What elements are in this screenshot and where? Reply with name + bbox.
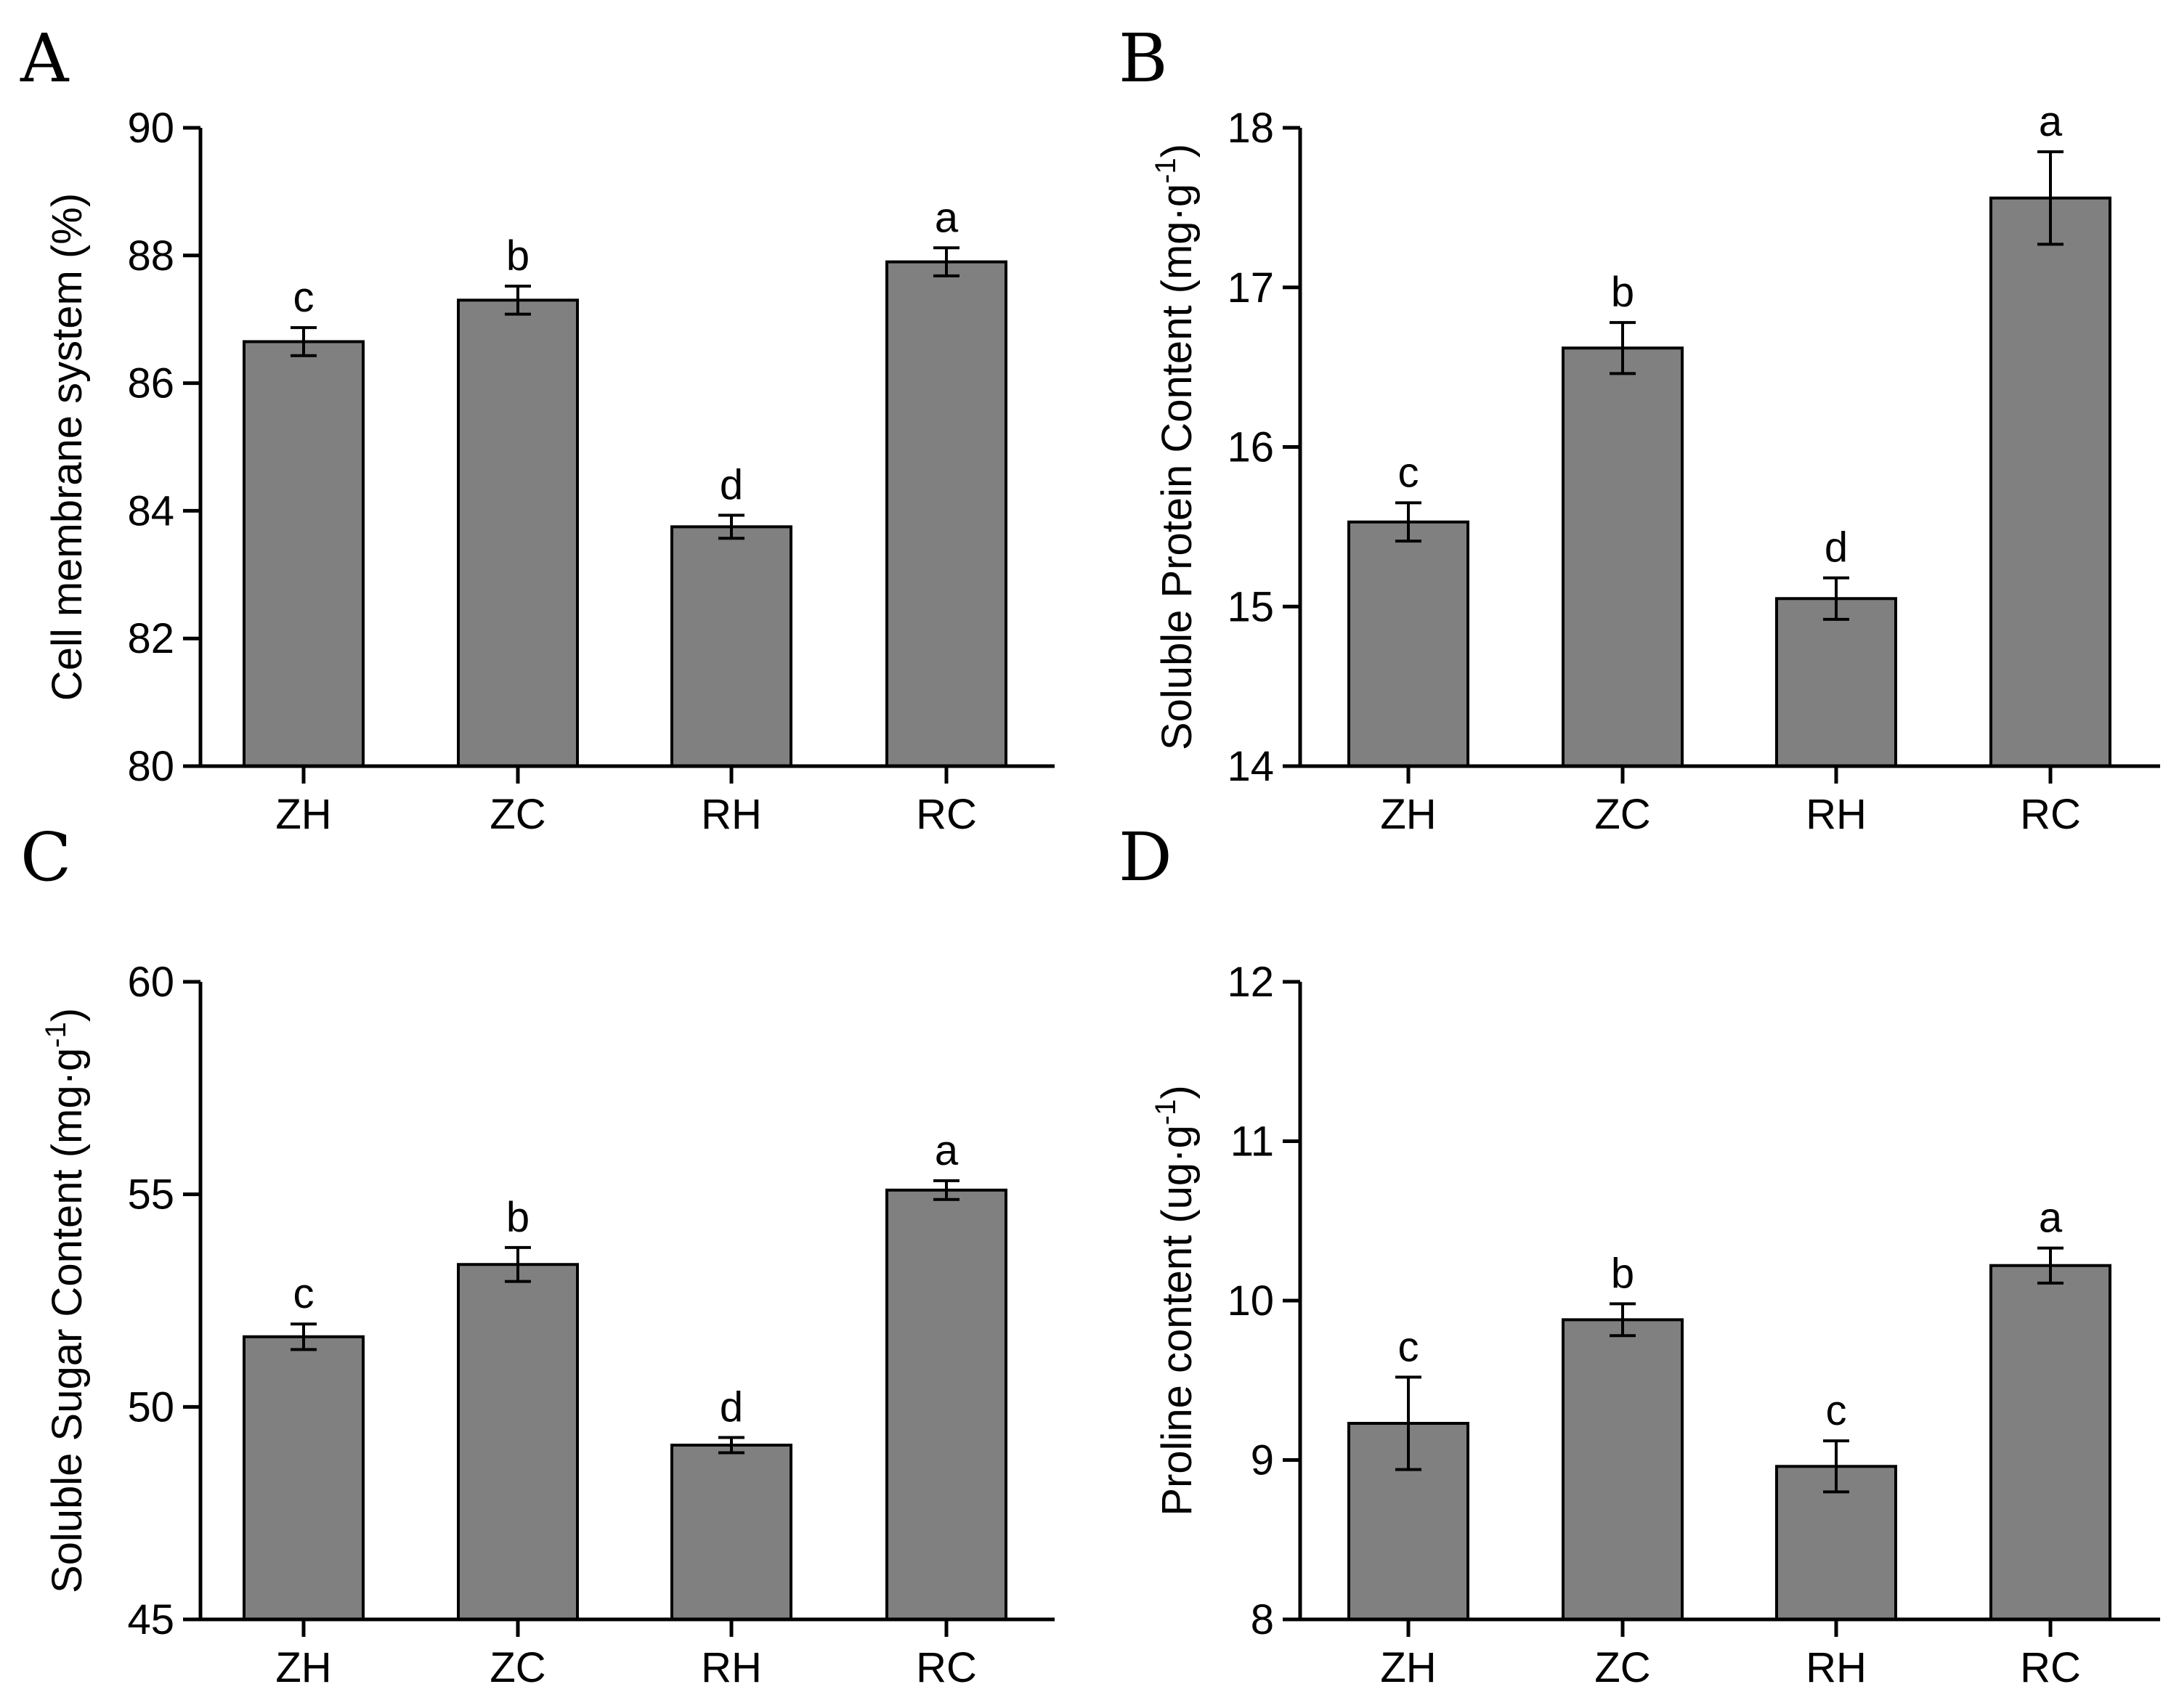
bar-ZC [457, 1263, 579, 1622]
bar-RH [670, 525, 792, 768]
bar-ZH [243, 340, 365, 768]
x-tick-label: ZH [1380, 1644, 1436, 1691]
y-axis-label: Soluble Sugar Content (mg·g-1) [40, 1008, 91, 1593]
bar-RC [1989, 1264, 2111, 1621]
y-axis-label: Proline content (ug·g-1) [1150, 1085, 1201, 1516]
x-tick-label: RC [2020, 791, 2081, 838]
x-tick-label: RH [701, 791, 762, 838]
y-tick-label: 50 [127, 1383, 174, 1431]
y-tick-label: 88 [127, 232, 174, 280]
y-tick-label: 17 [1227, 264, 1274, 312]
error-bar [933, 1179, 959, 1201]
error-bar [1395, 501, 1421, 543]
y-tick-label: 16 [1227, 424, 1274, 471]
y-tick-label: 80 [127, 743, 174, 790]
bar-ZC [457, 298, 579, 768]
panel-D: Dc ZH b ZC c RH a RC 8 9 10 11 12 Proline content (ug… [1119, 818, 2160, 1691]
significance-label: c [293, 274, 315, 321]
significance-label: d [720, 1383, 743, 1431]
bar-ZC [1562, 1318, 1684, 1621]
x-tick-label: RH [701, 1644, 762, 1691]
x-tick-label: RC [916, 791, 977, 838]
error-bar [505, 284, 531, 316]
y-tick-label: 9 [1251, 1437, 1274, 1484]
y-tick-label: 55 [127, 1171, 174, 1219]
x-tick-label: RC [916, 1644, 977, 1691]
bar-ZC [1562, 346, 1684, 768]
error-bar [2037, 150, 2064, 246]
error-bar [1823, 576, 1849, 621]
error-bar [2037, 1246, 2064, 1285]
panel-C: Cc ZH b ZC d RH a RC 45 50 55 60 Soluble Sugar Conte… [20, 818, 1055, 1691]
y-tick-label: 18 [1227, 105, 1274, 152]
error-bar [933, 246, 959, 277]
error-bar [291, 326, 317, 357]
y-tick-label: 84 [127, 487, 174, 534]
error-bar [1823, 1439, 1849, 1494]
bar-ZH [243, 1335, 365, 1621]
x-tick-label: ZC [1594, 791, 1650, 838]
error-bar [718, 513, 744, 540]
y-tick-label: 12 [1227, 959, 1274, 1006]
significance-label: c [1398, 449, 1419, 496]
significance-label: d [1825, 524, 1848, 572]
error-bar [1610, 321, 1636, 375]
significance-label: b [1611, 269, 1634, 316]
significance-label: b [1611, 1250, 1634, 1297]
significance-label: a [2039, 1195, 2063, 1242]
y-tick-label: 8 [1251, 1596, 1274, 1643]
significance-label: a [935, 194, 959, 241]
bar-RC [885, 1188, 1007, 1621]
x-tick-label: ZH [1380, 791, 1436, 838]
bar-ZH [1347, 520, 1469, 768]
x-tick-label: ZC [490, 791, 545, 838]
y-tick-label: 86 [127, 360, 174, 407]
x-tick-label: ZC [1594, 1644, 1650, 1691]
significance-label: c [1826, 1387, 1847, 1434]
panel-label: B [1119, 20, 1168, 97]
y-tick-label: 11 [1230, 1118, 1274, 1166]
y-tick-label: 82 [127, 615, 174, 662]
significance-label: c [1398, 1323, 1419, 1370]
significance-label: a [935, 1127, 959, 1174]
y-tick-label: 60 [127, 959, 174, 1006]
panel-label: A [20, 20, 70, 97]
error-bar [291, 1322, 317, 1351]
panel-label: C [20, 818, 71, 896]
significance-label: a [2039, 98, 2063, 145]
error-bar [718, 1436, 744, 1455]
bar-RH [1775, 597, 1897, 768]
panel-A: Ac ZH b ZC d RH a RC 80 82 84 86 88 90 Cell membrane s… [20, 20, 1055, 838]
x-tick-label: ZH [275, 791, 331, 838]
significance-label: d [720, 462, 743, 509]
x-tick-label: ZH [275, 1644, 331, 1691]
y-tick-label: 10 [1227, 1277, 1274, 1325]
bar-RC [885, 260, 1007, 768]
x-tick-label: RC [2020, 1644, 2081, 1691]
error-bar [505, 1245, 531, 1283]
bar-RH [670, 1444, 792, 1621]
significance-label: b [506, 1194, 529, 1241]
significance-label: b [506, 232, 529, 280]
y-tick-label: 15 [1227, 583, 1274, 630]
bar-RC [1989, 196, 2111, 768]
panel-B: Bc ZH b ZC d RH a RC 14 15 16 17 18 Soluble Protein C… [1119, 20, 2160, 838]
x-tick-label: RH [1806, 791, 1867, 838]
y-axis-label: Cell membrane system (%) [44, 193, 91, 701]
y-tick-label: 90 [127, 105, 174, 152]
y-tick-label: 45 [127, 1596, 174, 1643]
significance-label: c [293, 1270, 315, 1317]
error-bar [1395, 1375, 1421, 1471]
panel-label: D [1119, 818, 1172, 896]
x-tick-label: RH [1806, 1644, 1867, 1691]
y-axis-label: Soluble Protein Content (mg·g-1) [1150, 144, 1201, 750]
y-tick-label: 14 [1227, 743, 1274, 790]
x-tick-label: ZC [490, 1644, 545, 1691]
error-bar [1610, 1302, 1636, 1338]
